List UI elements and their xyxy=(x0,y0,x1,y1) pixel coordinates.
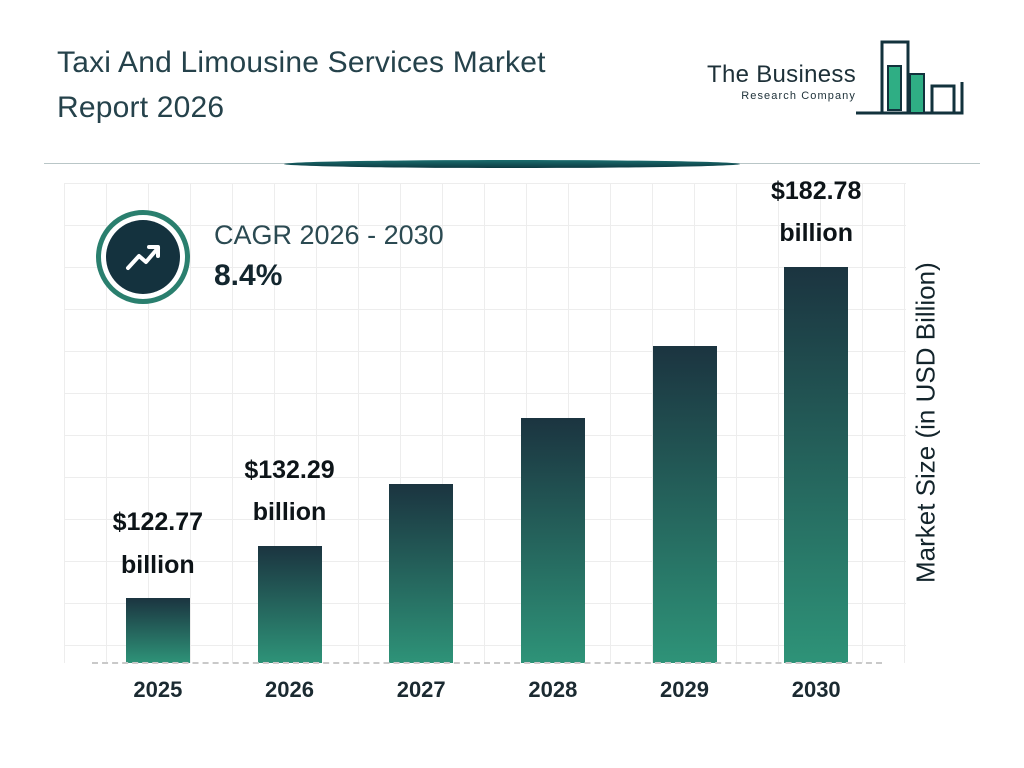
bar-chart-plot-area: $122.77 billion $132.29 billion $182.78 billi… xyxy=(64,177,906,664)
company-logo: The Business Research Company xyxy=(707,38,970,118)
bar-value-unit-2025: billion xyxy=(121,550,195,579)
company-logo-text: The Business Research Company xyxy=(707,61,856,102)
cagr-badge-circle xyxy=(106,220,180,294)
bar-2028 xyxy=(520,417,585,663)
bars-container: $122.77 billion $132.29 billion $182.78 billi… xyxy=(92,177,882,663)
bar-2025 xyxy=(125,598,190,663)
bar-value-amount-2025: $122.77 xyxy=(112,508,204,537)
x-label-2030: 2030 xyxy=(791,677,841,702)
x-label-2029: 2029 xyxy=(660,677,709,702)
cagr-badge-ring xyxy=(96,210,190,304)
bar-value-amount-2026: $132.29 xyxy=(244,455,335,484)
company-name: The Business xyxy=(706,61,856,88)
page-title-line1: Taxi And Limousine Services Market xyxy=(57,46,546,79)
bar-value-label-2025: $122.77 billion xyxy=(48,501,268,586)
page-title: Taxi And Limousine Services Market Repor… xyxy=(57,40,697,130)
bar-value-amount-2030: $182.78 xyxy=(771,176,862,205)
x-label-2027: 2027 xyxy=(396,677,446,702)
x-label-2028: 2028 xyxy=(528,677,578,702)
section-divider xyxy=(44,160,980,168)
bar-value-label-2030: $182.78 billion xyxy=(706,170,926,255)
bar-slot-2028 xyxy=(487,183,619,663)
bar-value-unit-2026: billion xyxy=(252,498,327,527)
bar-slot-2026: $132.29 billion xyxy=(224,183,356,663)
y-axis-title: Market Size (in USD Billion) xyxy=(910,262,941,584)
cagr-range-label: CAGR 2026 - 2030 xyxy=(214,220,444,250)
cagr-text-block: CAGR 2026 - 2030 8.4% xyxy=(214,210,444,293)
divider-lens-shape xyxy=(284,160,740,168)
x-axis-baseline xyxy=(92,662,882,664)
bar-2029 xyxy=(652,345,717,663)
bar-slot-2029 xyxy=(619,183,751,663)
x-axis-labels: 2025 2026 2027 2028 2029 2030 xyxy=(92,677,882,703)
company-subname: Research Company xyxy=(741,90,856,102)
bar-chart-logo-icon xyxy=(852,38,970,118)
x-label-2025: 2025 xyxy=(133,677,183,702)
bar-slot-2025: $122.77 billion xyxy=(92,183,224,663)
x-label-2026: 2026 xyxy=(265,677,314,702)
cagr-value: 8.4% xyxy=(214,259,283,292)
bar-2026 xyxy=(257,545,322,663)
bar-slot-2027 xyxy=(355,183,487,663)
page-title-line2: Report 2026 xyxy=(57,91,225,124)
bar-slot-2030: $182.78 billion xyxy=(750,177,882,663)
trending-up-icon xyxy=(126,245,160,270)
bar-value-unit-2030: billion xyxy=(779,219,853,248)
bar-2027 xyxy=(389,484,454,663)
bar-value-label-2026: $132.29 billion xyxy=(180,449,400,534)
bar-2030 xyxy=(784,266,849,663)
cagr-callout: CAGR 2026 - 2030 8.4% xyxy=(96,210,444,304)
